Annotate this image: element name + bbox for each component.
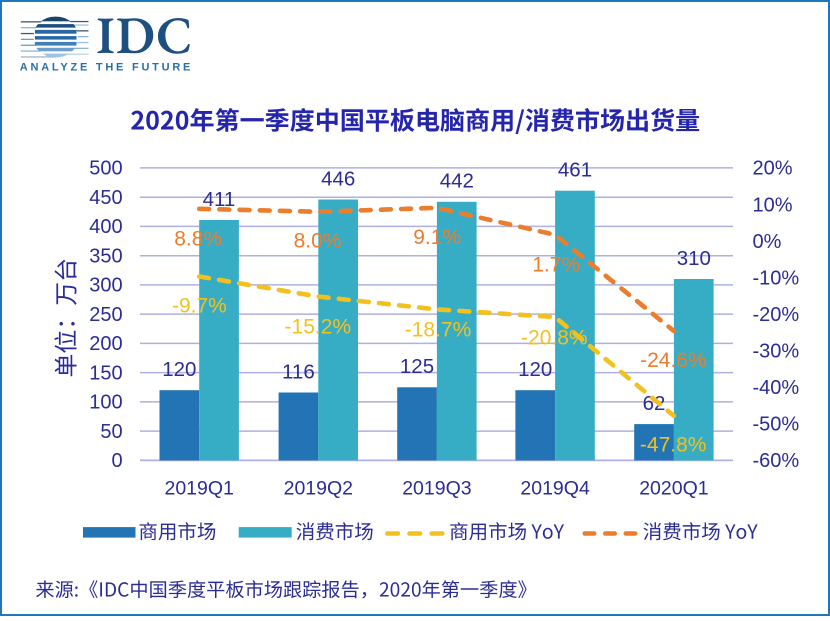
svg-text:8.0%: 8.0% [294,230,342,253]
svg-text:461: 461 [558,159,592,182]
svg-text:8.8%: 8.8% [174,227,222,250]
svg-text:200: 200 [89,333,122,355]
svg-text:2019Q2: 2019Q2 [284,477,353,499]
svg-text:446: 446 [321,167,355,190]
svg-text:-24.6%: -24.6% [640,349,707,372]
svg-text:ANALYZE THE FUTURE: ANALYZE THE FUTURE [20,62,193,74]
svg-text:125: 125 [400,355,434,378]
svg-text:442: 442 [440,170,474,193]
svg-text:500: 500 [89,158,122,180]
svg-text:-60%: -60% [753,450,800,472]
svg-text:-20%: -20% [753,304,800,326]
svg-text:-47.8%: -47.8% [640,434,707,457]
svg-text:450: 450 [89,187,122,209]
svg-text:-10%: -10% [753,267,800,289]
svg-text:400: 400 [89,216,122,238]
svg-text:-20.8%: -20.8% [521,327,588,350]
svg-text:2019Q1: 2019Q1 [164,477,233,499]
svg-text:10%: 10% [753,194,793,216]
svg-text:50: 50 [100,421,122,443]
svg-text:2019Q3: 2019Q3 [402,477,471,499]
svg-text:300: 300 [89,275,122,297]
svg-text:-15.2%: -15.2% [285,316,352,339]
svg-text:0%: 0% [753,231,782,253]
svg-text:250: 250 [89,304,122,326]
svg-text:2019Q4: 2019Q4 [520,477,590,499]
svg-text:350: 350 [89,245,122,267]
svg-text:411: 411 [203,188,236,211]
svg-text:-40%: -40% [753,377,800,399]
svg-text:-18.7%: -18.7% [405,319,472,342]
svg-text:1.7%: 1.7% [532,254,580,277]
svg-text:116: 116 [282,360,315,383]
svg-text:0: 0 [111,450,122,472]
svg-text:150: 150 [89,362,122,384]
svg-text:120: 120 [162,358,196,381]
svg-text:310: 310 [677,247,711,270]
svg-text:20%: 20% [753,158,793,180]
svg-text:100: 100 [89,392,122,414]
svg-text:62: 62 [643,392,666,415]
svg-text:120: 120 [518,358,552,381]
svg-text:-50%: -50% [753,414,800,436]
svg-text:9.1%: 9.1% [413,226,461,249]
svg-text:-30%: -30% [753,341,800,363]
svg-text:2020Q1: 2020Q1 [639,477,708,499]
svg-text:-9.7%: -9.7% [172,295,227,318]
